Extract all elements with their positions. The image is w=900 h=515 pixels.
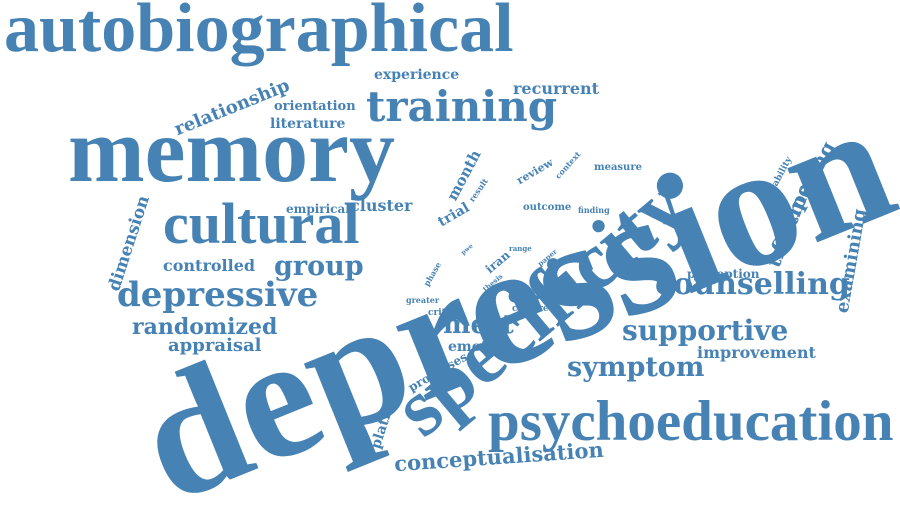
word-appraisal: appraisal xyxy=(168,335,262,356)
word-empirical: empirical xyxy=(286,202,350,216)
word-review: review xyxy=(514,155,556,188)
word-culture: culture xyxy=(512,304,549,314)
word-finding: finding xyxy=(578,205,610,215)
word-recurrent: recurrent xyxy=(513,79,600,98)
word-perception: perception xyxy=(687,267,760,281)
word-psychoeducation: psychoeducation xyxy=(488,390,894,453)
word-supportive: supportive xyxy=(622,314,789,347)
word-measure: measure xyxy=(594,162,642,173)
word-critical: critical xyxy=(428,308,464,318)
word-mest: mest xyxy=(443,310,514,340)
word-group: group xyxy=(274,251,364,282)
word-depressive: depressive xyxy=(117,275,319,315)
word-experience: experience xyxy=(374,67,460,83)
word-greater: greater xyxy=(406,295,440,305)
word-training: training xyxy=(366,82,558,131)
word-controlled: controlled xyxy=(163,256,256,275)
word-symptom: symptom xyxy=(567,352,705,383)
word-autobiographical: autobiographical xyxy=(4,0,514,67)
word-cluster: cluster xyxy=(350,196,413,215)
word-range: range xyxy=(509,244,532,253)
word-randomized: randomized xyxy=(132,314,278,340)
word-counselling: counselling xyxy=(655,267,850,302)
word-improvement: improvement xyxy=(697,343,816,362)
word-cultural: cultural xyxy=(163,191,360,256)
word-outcome: outcome xyxy=(523,202,572,213)
word-orientation: orientation xyxy=(274,99,356,114)
word-literature: literature xyxy=(270,116,346,132)
word-emotion: emotion xyxy=(448,339,513,355)
word-memory: memory xyxy=(68,99,395,201)
word-conceptualisation: conceptualisation xyxy=(393,436,605,477)
